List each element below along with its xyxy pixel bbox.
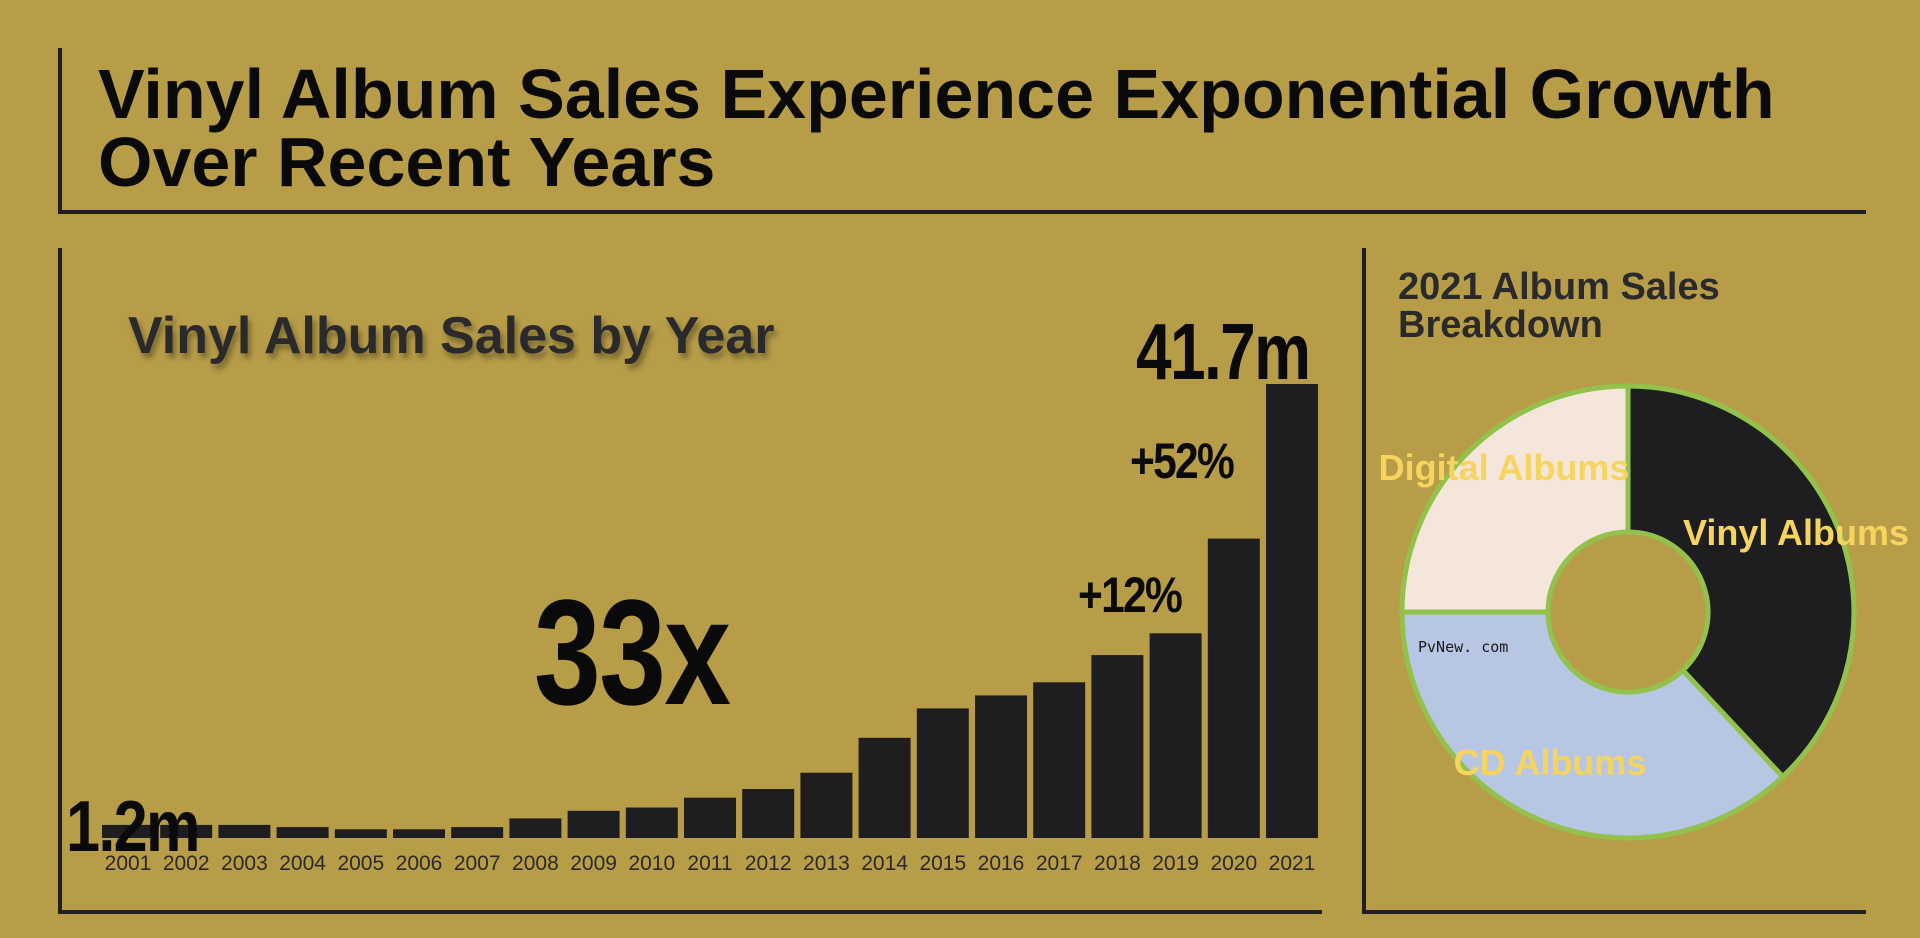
bar-2017 [1033,682,1086,838]
pie-slice-vinyl-albums [1625,383,1857,781]
bar-2011 [684,797,736,838]
bar-2021 [1266,384,1318,838]
bar-2012 [742,789,795,838]
x-tick-label: 2007 [454,852,501,875]
bar-2015 [916,708,969,838]
x-tick-label: 2005 [337,852,384,875]
multiplier-callout: 33x [534,568,731,736]
bar-2003 [218,824,271,838]
bar-chart-title: Vinyl Album Sales by Year [128,307,775,365]
x-tick-label: 2019 [1152,852,1199,875]
bar-2014 [858,737,911,838]
x-tick-label: 2004 [279,852,326,875]
x-tick-label: 2013 [803,852,850,875]
growth-2021-callout: +52% [1130,433,1235,489]
x-tick-label: 2021 [1269,852,1316,875]
x-tick-label: 2015 [919,852,966,875]
growth-2020-callout: +12% [1078,567,1183,623]
bar-2006 [393,829,445,838]
bar-2018 [1091,655,1144,838]
bar-2008 [509,818,562,838]
bar-2013 [800,772,853,838]
x-tick-label: 2001 [105,852,152,875]
bar-chart-frame [58,248,1322,914]
pie-chart-frame [1362,248,1866,914]
x-tick-label: 2002 [163,852,210,875]
x-tick-label: 2017 [1036,852,1083,875]
pie-label: CD Albums [1454,742,1647,783]
bar-2020 [1207,538,1260,838]
x-tick-label: 2014 [861,852,908,875]
page-title: Vinyl Album Sales Experience Exponential… [98,55,1775,201]
x-tick-label: 2020 [1210,852,1257,875]
end-value-callout: 41.7m [1136,307,1311,396]
pie-slice-cd-albums [1399,609,1787,841]
watermark: PvNew. com [1418,638,1509,656]
x-tick-label: 2011 [687,852,732,875]
x-tick-label: 2003 [221,852,268,875]
x-tick-label: 2009 [570,852,617,875]
pie-label: Vinyl Albums [1683,512,1909,553]
x-tick-label: 2018 [1094,852,1141,875]
start-value-callout: 1.2m [66,787,200,867]
bar-2001 [102,824,154,838]
bar-2016 [975,695,1027,838]
x-tick-label: 2008 [512,852,559,875]
x-tick-label: 2012 [745,852,792,875]
bar-2004 [276,827,329,838]
pie-chart-title: 2021 Album Sales Breakdown [1398,266,1720,346]
bar-2019 [1149,633,1202,838]
x-tick-label: 2010 [628,852,675,875]
pie-slice-digital-albums [1399,383,1631,615]
bar-2009 [567,810,620,838]
pie-label: Digital Albums [1379,447,1630,488]
title-frame [58,48,1866,214]
x-tick-label: 2016 [978,852,1025,875]
bar-2005 [334,829,387,838]
bar-2002 [160,824,213,838]
bar-2010 [625,807,678,838]
bar-2007 [451,827,504,838]
x-tick-label: 2006 [396,852,443,875]
